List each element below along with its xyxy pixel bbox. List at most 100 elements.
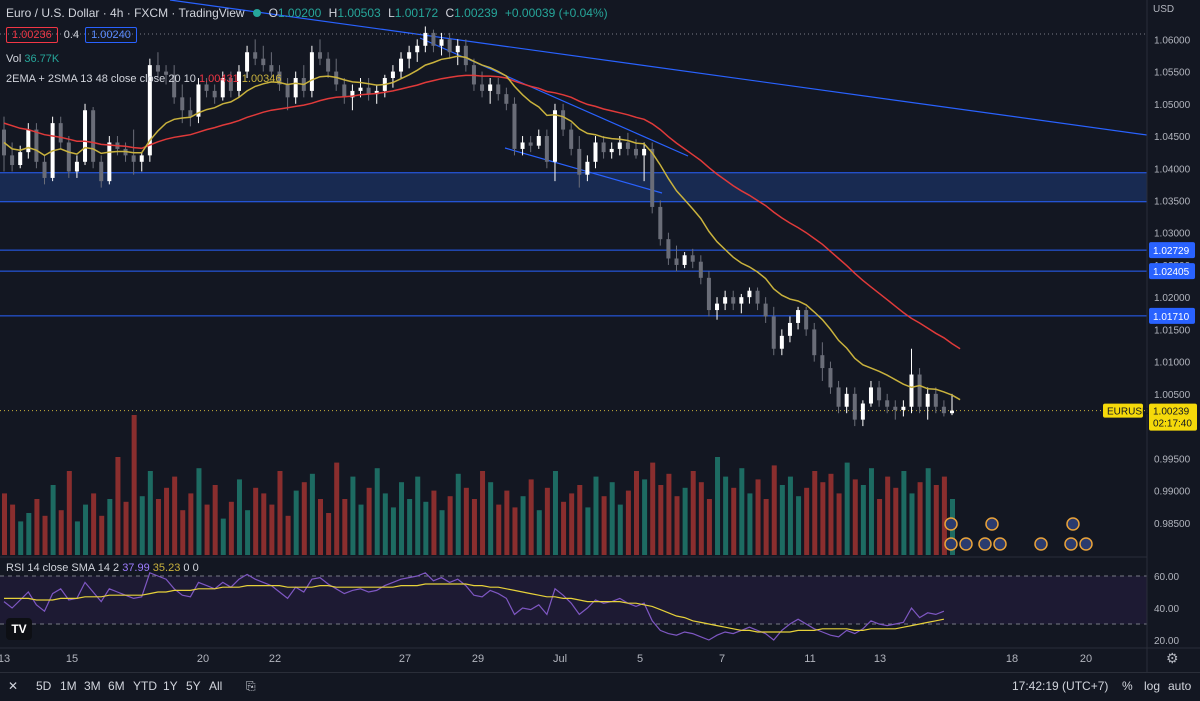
volume-bar (544, 487, 550, 555)
chart-header: Euro / U.S. Dollar · 4h · FXCM · Trading… (6, 4, 612, 22)
candle-body (318, 52, 322, 59)
price-tick-label: 1.04000 (1154, 164, 1191, 175)
volume-bar (285, 515, 291, 555)
candle-body (212, 90, 217, 98)
settings-gear-icon[interactable]: ⚙ (1166, 650, 1179, 666)
candle-body (228, 78, 233, 91)
range-all[interactable]: All (209, 679, 223, 693)
buy-button[interactable]: 1.00240 (85, 27, 137, 43)
range-5y[interactable]: 5Y (186, 679, 201, 693)
candle-body (350, 90, 355, 98)
price-tick-label: 1.03000 (1154, 229, 1191, 240)
volume-bar (204, 504, 210, 555)
range-1m[interactable]: 1M (60, 679, 77, 693)
volume-bar (277, 471, 283, 555)
time-tick-label: 7 (719, 653, 725, 665)
volume-legend[interactable]: Vol 36.77K (6, 53, 60, 65)
volume-bar (399, 482, 405, 555)
range-6m[interactable]: 6M (108, 679, 125, 693)
volume-bar (220, 518, 226, 555)
candle-body (390, 71, 395, 79)
volume-bar (488, 482, 494, 555)
volume-bar (18, 521, 24, 555)
clock[interactable]: 17:42:19 (UTC+7) (1012, 679, 1109, 693)
volume-bar (74, 521, 80, 555)
volume-bar (463, 487, 469, 555)
volume-bar (147, 471, 153, 555)
candle-body (901, 406, 906, 410)
candle-body (941, 406, 946, 414)
candle-body (463, 45, 468, 66)
candle-body (496, 84, 501, 95)
volume-bar (658, 485, 664, 555)
volume-bar (293, 490, 299, 555)
volume-bar (536, 510, 542, 555)
candle-body (34, 129, 39, 162)
volume-bar (917, 482, 923, 555)
candle-body (196, 84, 201, 117)
candle-body (569, 129, 574, 149)
volume-bar (901, 471, 907, 555)
ma-legend[interactable]: 2EMA + 2SMA 13 48 close close 20 10 1.00… (6, 73, 282, 85)
log-toggle[interactable]: log (1144, 679, 1161, 693)
bottom-toolbar: ✕ 5D 1M 3M 6M YTD 1Y 5Y All ⎘ 17:42:19 (… (0, 672, 1200, 701)
candle-body (447, 39, 452, 53)
volume-bar (164, 487, 170, 555)
candle-body (893, 406, 898, 410)
candle-body (431, 32, 436, 46)
go-to-date-icon[interactable]: ⎘ (246, 679, 256, 693)
percent-toggle[interactable]: % (1122, 679, 1133, 693)
volume-bar (642, 479, 648, 555)
volume-bar (796, 496, 802, 555)
countdown-tag: 02:17:40 (1153, 419, 1192, 430)
range-5d[interactable]: 5D (36, 679, 52, 693)
rsi-tick-label: 60.00 (1154, 572, 1179, 583)
volume-bar (423, 501, 429, 555)
price-tick-label: 1.03500 (1154, 196, 1191, 207)
candle-body (488, 84, 493, 91)
volume-bar (91, 493, 97, 555)
volume-bar (779, 485, 785, 555)
candle-body (147, 65, 152, 156)
range-3m[interactable]: 3M (84, 679, 101, 693)
candle-body (220, 78, 225, 98)
range-ytd[interactable]: YTD (133, 679, 157, 693)
candle-body (909, 374, 914, 407)
rsi-tick-label: 40.00 (1154, 604, 1179, 615)
price-tick-label: 1.04500 (1154, 132, 1191, 143)
range-1y[interactable]: 1Y (163, 679, 178, 693)
volume-bar (682, 487, 688, 555)
sell-button[interactable]: 1.00236 (6, 27, 58, 43)
current-price-tag: 1.00239 (1153, 407, 1190, 418)
candle-body (747, 290, 752, 298)
candle-body (731, 297, 736, 304)
volume-bar (318, 499, 323, 555)
candle-body (836, 387, 841, 407)
time-tick-label: 20 (197, 653, 209, 665)
economic-event-icon (1034, 537, 1048, 551)
candle-body (779, 335, 784, 349)
symbol-tag-bg (1103, 403, 1143, 418)
candle-body (650, 148, 655, 207)
volume-bar (739, 468, 745, 555)
time-tick-label: 13 (874, 653, 886, 665)
volume-bar (245, 510, 251, 555)
toolbar-close-icon[interactable]: ✕ (8, 679, 19, 693)
candle-body (796, 310, 801, 323)
rsi-legend[interactable]: RSI 14 close SMA 14 2 37.99 35.23 0 0 (6, 562, 199, 574)
price-tick-label: 1.01000 (1154, 358, 1191, 369)
volume-bar (374, 468, 380, 555)
candle-body (868, 387, 873, 404)
currency-label[interactable]: USD (1153, 4, 1175, 15)
volume-bar (723, 476, 729, 555)
candle-body (423, 32, 428, 46)
candle-body (690, 255, 695, 262)
auto-toggle[interactable]: auto (1168, 679, 1192, 693)
economic-event-icon (1066, 517, 1080, 531)
level-tag-bg (1149, 263, 1195, 280)
time-tick-label: 29 (472, 653, 484, 665)
chart-canvas[interactable]: 1.06000 1.05500 1.05000 1.04500 1.04000 1.035… (0, 0, 1200, 672)
volume-bar (131, 415, 137, 555)
symbol-title[interactable]: Euro / U.S. Dollar · 4h · FXCM · Trading… (6, 6, 245, 20)
volume-bar (407, 499, 413, 555)
